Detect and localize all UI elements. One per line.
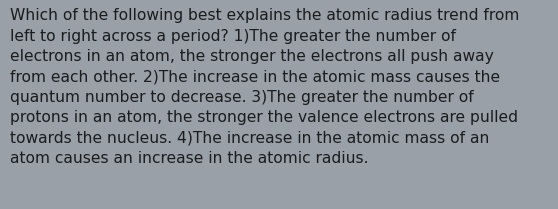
Text: Which of the following best explains the atomic radius trend from
left to right : Which of the following best explains the… — [10, 8, 519, 166]
